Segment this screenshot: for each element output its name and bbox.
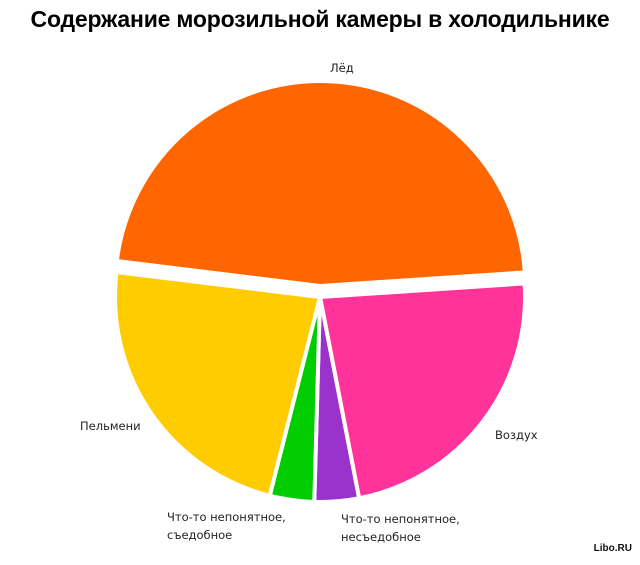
label-dumplings: Пельмени xyxy=(80,419,141,433)
chart-title: Содержание морозильной камеры в холодиль… xyxy=(30,6,610,32)
pie-slice xyxy=(114,79,527,289)
watermark: Libo.RU xyxy=(593,543,632,554)
label-air: Воздух xyxy=(495,428,538,442)
pie-slice xyxy=(113,270,322,498)
label-edible: Что-то непонятное, съедобное xyxy=(167,510,286,542)
label-ice: Лёд xyxy=(330,61,354,75)
label-inedible: Что-то непонятное, несъедобное xyxy=(341,512,460,544)
pie-slice xyxy=(318,281,527,501)
